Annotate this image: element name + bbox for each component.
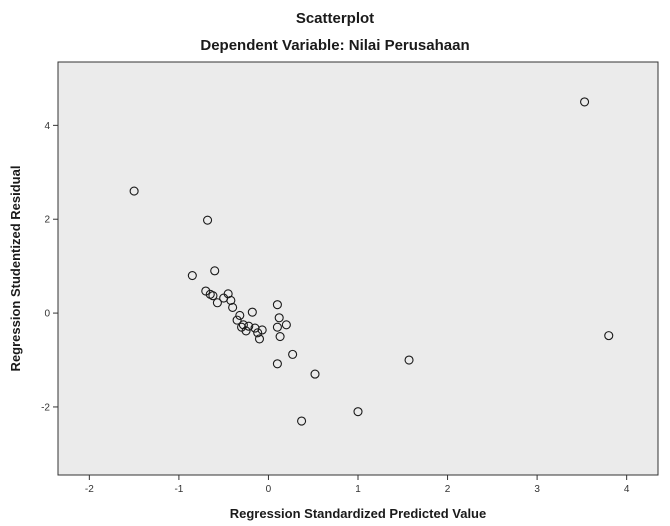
- data-point: [604, 331, 614, 341]
- data-point: [203, 215, 213, 225]
- x-tick-label: -1: [174, 484, 183, 495]
- data-point: [353, 407, 363, 417]
- data-points: [129, 97, 614, 426]
- data-point: [272, 359, 282, 369]
- data-point: [187, 270, 197, 281]
- x-tick-label: 4: [624, 484, 630, 495]
- x-tick-label: 1: [355, 484, 361, 495]
- chart-title: Scatterplot: [295, 10, 375, 27]
- x-tick-label: 2: [445, 484, 451, 495]
- data-point: [297, 416, 307, 426]
- data-point: [212, 298, 222, 308]
- y-axis-label: Regression Studentized Residual: [8, 166, 23, 372]
- data-point: [253, 328, 263, 338]
- data-point: [241, 326, 251, 336]
- data-point: [247, 307, 257, 317]
- y-tick-label: 0: [44, 309, 50, 320]
- x-tick-label: 3: [534, 484, 540, 495]
- data-point: [275, 332, 285, 342]
- chart-subtitle: Dependent Variable: Nilai Perusahaan: [200, 37, 470, 54]
- data-point: [580, 97, 590, 107]
- plot-background: [57, 61, 659, 476]
- data-point: [404, 355, 414, 365]
- data-point: [272, 300, 282, 310]
- y-tick-label: 2: [44, 215, 50, 226]
- data-point: [228, 302, 238, 313]
- data-point: [129, 186, 139, 196]
- data-point: [238, 320, 248, 330]
- data-point: [235, 310, 245, 320]
- x-tick-label: -2: [85, 484, 94, 495]
- data-point: [272, 322, 282, 332]
- y-tick-label: 4: [44, 121, 50, 132]
- y-axis: -2 0 2 4: [41, 121, 58, 413]
- x-tick-label: 0: [266, 484, 272, 495]
- data-point: [244, 321, 254, 331]
- data-point: [310, 369, 320, 379]
- y-tick-label: -2: [41, 402, 50, 413]
- data-point: [254, 334, 265, 344]
- data-point: [208, 291, 218, 301]
- data-point: [257, 325, 267, 335]
- data-point: [232, 315, 242, 325]
- data-point: [226, 295, 236, 305]
- data-point: [281, 320, 291, 330]
- data-point: [210, 266, 220, 276]
- data-point: [288, 349, 298, 359]
- x-axis: -2 -1 0 1 2 3 4: [85, 475, 630, 495]
- data-point: [274, 313, 284, 323]
- x-axis-label: Regression Standardized Predicted Value: [230, 506, 486, 521]
